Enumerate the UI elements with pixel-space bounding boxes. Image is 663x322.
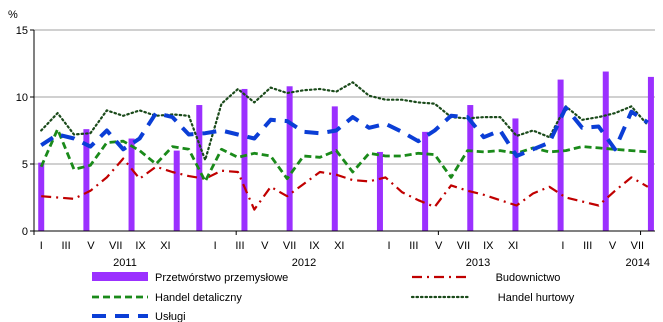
series-line (39, 127, 648, 183)
x-tick-label: XI (334, 240, 344, 252)
bar (602, 71, 609, 231)
x-year-label: 2012 (292, 257, 316, 269)
legend-label: Budownictwo (496, 272, 561, 284)
x-year-label: 2011 (113, 257, 137, 269)
bar (331, 106, 338, 231)
x-tick-label: III (61, 240, 70, 252)
y-tick-label: 5 (22, 159, 28, 171)
x-tick-label: IX (309, 240, 320, 252)
x-tick-label: IX (135, 240, 146, 252)
bar (557, 79, 564, 231)
legend-label: Usługi (155, 311, 186, 322)
x-tick-label: VII (283, 240, 296, 252)
x-tick-label: III (409, 240, 418, 252)
bar (83, 129, 90, 231)
series-line (41, 157, 649, 211)
x-tick-labels: I III V VII IX XI I III V VII IX XI I III V VII IX XI I III… (40, 240, 650, 269)
bar (512, 118, 519, 231)
x-tick-label: IX (483, 240, 494, 252)
x-tick-label: V (609, 240, 617, 252)
x-tick-label: III (583, 240, 592, 252)
x-tick-label: XI (160, 240, 170, 252)
x-tick-label: I (214, 240, 217, 252)
x-tick-label: V (87, 240, 95, 252)
series-line (40, 105, 649, 158)
x-tick-label: V (261, 240, 269, 252)
x-tick-label: V (435, 240, 443, 252)
bars (38, 71, 654, 232)
x-tick-label: I (40, 240, 43, 252)
bar (241, 88, 248, 232)
legend-swatch (92, 272, 148, 281)
y-tick-label: 15 (16, 25, 28, 37)
y-tick-label: 0 (22, 226, 28, 238)
bar (286, 86, 293, 231)
x-tick-label: VII (631, 240, 644, 252)
x-year-label: 2014 (626, 257, 650, 269)
x-tick-label: VII (457, 240, 470, 252)
legend-label: Przetwórstwo przemysłowe (155, 272, 288, 284)
x-tick-label: I (561, 240, 564, 252)
bar (422, 131, 429, 231)
y-tick-label: 10 (16, 92, 28, 104)
x-tick-label: VII (109, 240, 122, 252)
bar (647, 76, 654, 232)
x-tick-label: XI (508, 240, 518, 252)
legend-label: Handel detaliczny (155, 292, 242, 304)
legend: Przetwórstwo przemysłowe Budownictwo Hande… (92, 272, 575, 322)
x-tick-label: III (235, 240, 244, 252)
bar (376, 151, 383, 231)
series-line (40, 81, 649, 162)
bar (467, 105, 474, 231)
y-axis-label: % (8, 9, 18, 21)
bar (173, 150, 180, 231)
series-lines (39, 81, 649, 211)
y-tick-labels: 0 5 10 15 (16, 25, 28, 238)
x-year-label: 2013 (466, 257, 490, 269)
x-tick-label: I (387, 240, 390, 252)
gridlines (34, 29, 655, 165)
legend-label: Handel hurtowy (498, 292, 575, 304)
bar (128, 138, 135, 231)
axes (30, 29, 655, 235)
